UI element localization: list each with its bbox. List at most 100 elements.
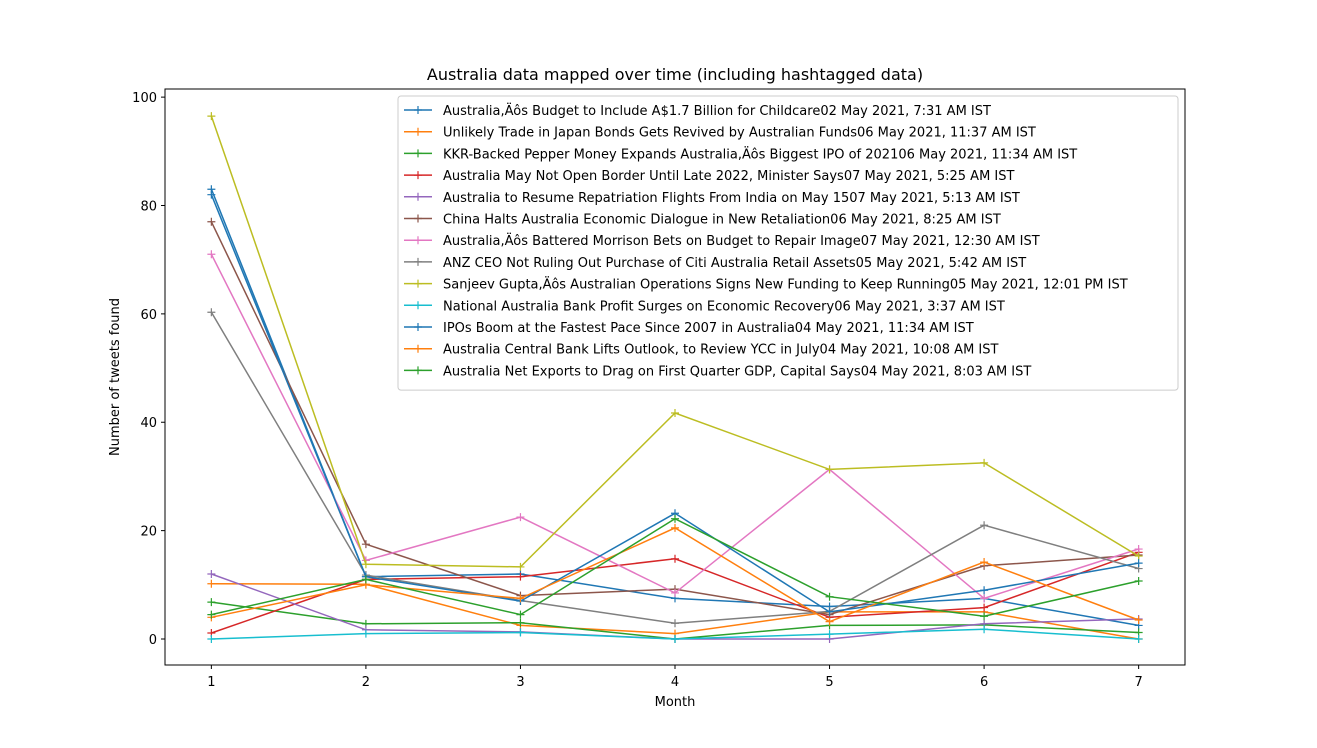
x-tick-label: 5: [825, 675, 833, 690]
data-point: [671, 588, 679, 597]
data-point: [1134, 559, 1143, 568]
data-point: [207, 190, 216, 199]
legend-item: Australia Net Exports to Drag on First Q…: [404, 364, 1031, 379]
data-point: [361, 540, 370, 549]
data-point: [825, 592, 834, 601]
x-tick-label: 6: [980, 675, 988, 690]
legend-label: Australia Central Bank Lifts Outlook, to…: [443, 343, 999, 358]
legend-item: Australia Central Bank Lifts Outlook, to…: [404, 343, 999, 358]
data-point: [207, 634, 216, 643]
x-tick-label: 2: [362, 675, 370, 690]
data-point: [516, 618, 525, 627]
axes: 1 2 3 4 5 6 7 0 20 40 60 80 100: [132, 91, 1143, 690]
legend-label: Sanjeev Gupta,Äôs Australian Operations …: [443, 277, 1128, 293]
legend-label: IPOs Boom at the Fastest Pace Since 2007…: [443, 321, 974, 336]
data-point: [1134, 577, 1143, 586]
y-axis-label: Number of tweets found: [108, 298, 123, 456]
legend-item: Australia,Äôs Battered Morrison Bets on …: [404, 233, 1040, 249]
data-point: [980, 612, 989, 621]
data-point: [207, 250, 216, 259]
x-tick-label: 3: [516, 675, 524, 690]
legend-marker: [414, 127, 422, 136]
legend-marker: [414, 171, 422, 180]
data-point: [207, 579, 216, 588]
data-point: [516, 572, 525, 581]
legend-item: Australia,Äôs Budget to Include A$1.7 Bi…: [404, 103, 991, 119]
series-10: [207, 625, 1143, 643]
data-point: [980, 586, 989, 595]
legend-marker: [414, 106, 422, 114]
data-point: [671, 514, 679, 523]
data-point: [207, 217, 216, 226]
legend-label: Australia,Äôs Battered Morrison Bets on …: [443, 233, 1040, 249]
legend-label: KKR-Backed Pepper Money Expands Australi…: [443, 146, 1077, 162]
legend-item: Unlikely Trade in Japan Bonds Gets Reviv…: [404, 126, 1036, 141]
legend-item: China Halts Australia Economic Dialogue …: [404, 213, 1001, 228]
legend-marker: [414, 214, 422, 223]
plot-area: [207, 112, 1143, 643]
legend-marker: [414, 236, 422, 245]
legend-item: IPOs Boom at the Fastest Pace Since 2007…: [404, 321, 974, 336]
data-point: [825, 630, 834, 639]
data-point: [980, 458, 989, 467]
data-point: [1134, 634, 1143, 643]
y-tick-label: 80: [140, 200, 157, 215]
series-9: [207, 112, 1143, 571]
data-point: [516, 610, 525, 619]
data-point: [361, 629, 370, 638]
y-tick-label: 100: [132, 91, 157, 106]
legend-marker: [414, 301, 422, 310]
series-13: [207, 514, 1143, 621]
data-point: [1134, 545, 1143, 554]
legend-label: National Australia Bank Profit Surges on…: [443, 299, 1005, 314]
series-line: [211, 527, 1139, 623]
data-point: [516, 562, 525, 571]
legend-label: Australia May Not Open Border Until Late…: [443, 169, 1015, 184]
data-point: [207, 569, 216, 578]
legend-item: ANZ CEO Not Ruling Out Purchase of Citi …: [404, 256, 1026, 271]
legend-marker: [414, 257, 422, 266]
legend-box: [397, 95, 1179, 391]
legend-item: Australia to Resume Repatriation Flights…: [404, 191, 1020, 206]
data-point: [980, 521, 989, 530]
y-tick-label: 20: [140, 525, 157, 540]
y-tick-label: 60: [140, 308, 157, 323]
x-tick-label: 7: [1134, 675, 1142, 690]
x-tick-label: 4: [671, 675, 679, 690]
data-point: [516, 594, 525, 603]
data-point: [825, 607, 834, 616]
data-point: [980, 625, 989, 634]
data-point: [671, 409, 679, 418]
legend-marker: [414, 279, 422, 288]
legend-label: China Halts Australia Economic Dialogue …: [443, 213, 1001, 228]
data-point: [980, 603, 989, 612]
chart-title: Australia data mapped over time (includi…: [427, 65, 923, 84]
data-point: [1134, 616, 1143, 625]
legend-label: Australia to Resume Repatriation Flights…: [443, 191, 1020, 206]
legend-marker: [414, 149, 422, 158]
data-point: [207, 308, 216, 317]
legend-marker: [414, 344, 422, 353]
legend-item: KKR-Backed Pepper Money Expands Australi…: [404, 146, 1077, 162]
data-point: [671, 554, 679, 563]
legend-marker: [414, 323, 422, 331]
legend-item: Australia May Not Open Border Until Late…: [404, 169, 1015, 184]
legend-label: Unlikely Trade in Japan Bonds Gets Reviv…: [443, 126, 1036, 141]
legend-marker: [414, 366, 422, 375]
data-point: [207, 610, 216, 619]
y-tick-label: 0: [149, 633, 157, 648]
legend-item: National Australia Bank Profit Surges on…: [404, 299, 1005, 314]
legend-label: Australia Net Exports to Drag on First Q…: [443, 364, 1031, 379]
data-point: [361, 575, 370, 584]
data-point: [207, 598, 216, 607]
legend-item: Sanjeev Gupta,Äôs Australian Operations …: [404, 277, 1128, 293]
series-12: [207, 523, 1143, 626]
y-tick-label: 40: [140, 416, 157, 431]
data-point: [516, 513, 525, 522]
data-point: [207, 112, 216, 121]
data-point: [671, 634, 679, 643]
data-point: [825, 617, 834, 626]
data-point: [980, 558, 989, 567]
data-point: [980, 594, 989, 603]
